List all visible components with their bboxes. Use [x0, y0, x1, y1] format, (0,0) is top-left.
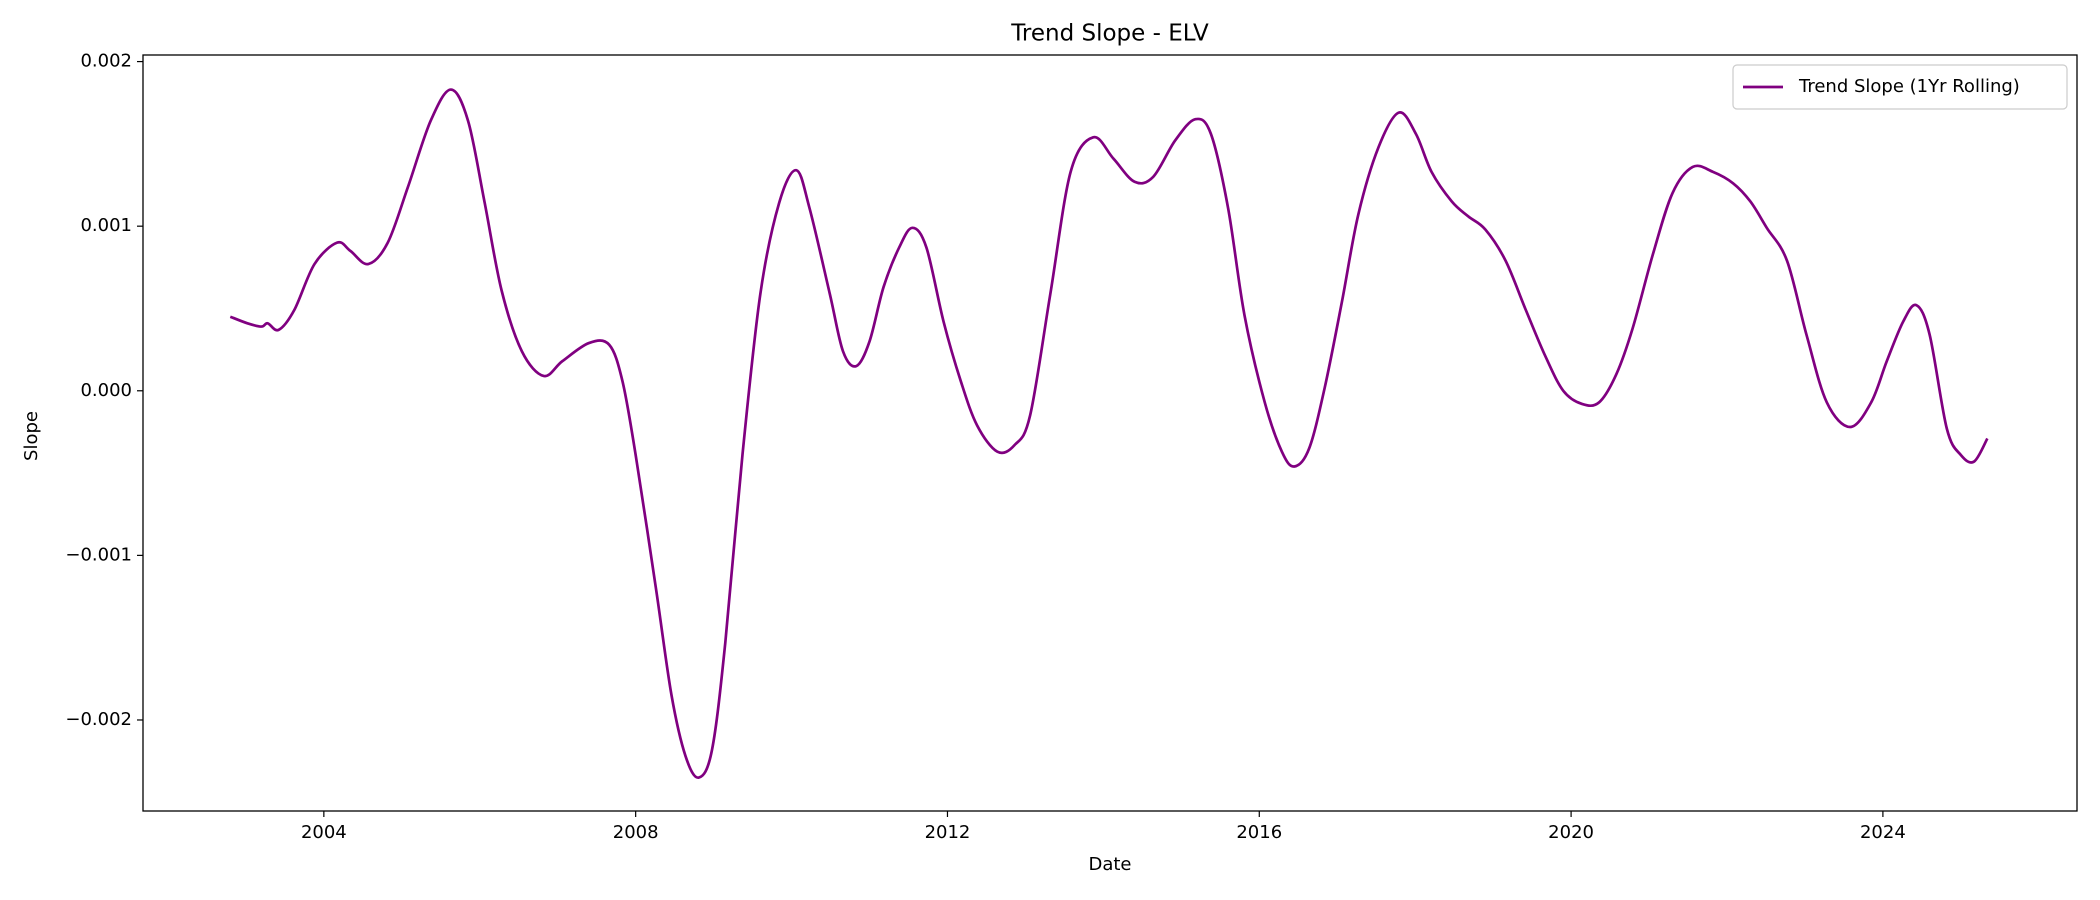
x-tick-label: 2008 — [613, 822, 659, 843]
x-tick-label: 2020 — [1548, 822, 1594, 843]
y-tick-label: 0.000 — [80, 380, 132, 401]
y-axis-label: Slope — [21, 411, 42, 461]
x-tick-label: 2016 — [1236, 822, 1282, 843]
x-tick-label: 2024 — [1860, 822, 1906, 843]
chart-title: Trend Slope - ELV — [1010, 21, 1209, 47]
x-axis-label: Date — [1088, 854, 1131, 875]
y-tick-label: −0.001 — [65, 544, 132, 565]
legend-label: Trend Slope (1Yr Rolling) — [1798, 76, 2020, 97]
y-tick-label: 0.002 — [80, 51, 132, 72]
y-tick-label: −0.002 — [65, 709, 132, 730]
x-tick-label: 2012 — [925, 822, 971, 843]
data-line — [229, 88, 1989, 779]
plot-frame — [142, 54, 2078, 812]
y-tick-label: 0.001 — [80, 215, 132, 236]
x-tick-label: 2004 — [301, 822, 347, 843]
legend-box — [1732, 64, 2068, 110]
